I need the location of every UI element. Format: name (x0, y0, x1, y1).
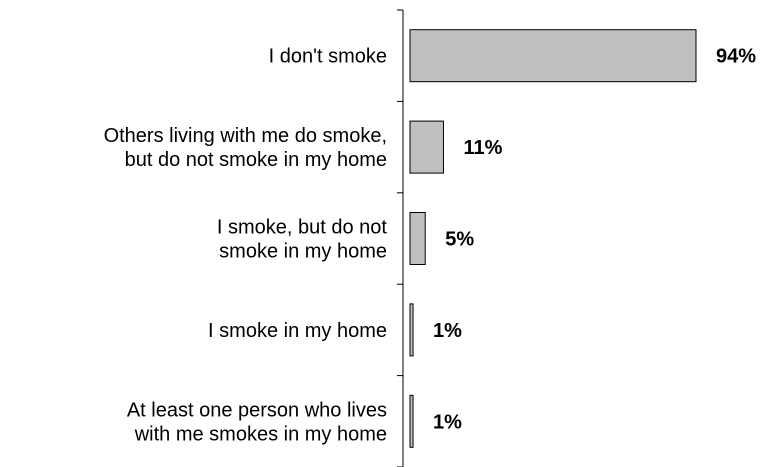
axis-ticks (397, 9, 403, 467)
category-label: I smoke, but do not (217, 217, 388, 239)
value-label: 1% (433, 411, 462, 433)
value-label: 5% (445, 229, 474, 251)
bar (409, 394, 414, 448)
bars (409, 29, 697, 448)
category-label: smoke in my home (219, 241, 387, 263)
category-label: Others living with me do smoke, (104, 125, 387, 147)
bar (409, 212, 426, 265)
category-labels: I don't smoke Others living with me do sm… (104, 46, 388, 446)
value-label: 1% (433, 320, 462, 342)
value-label: 11% (463, 137, 502, 159)
bar (409, 303, 414, 357)
category-label: I don't smoke (269, 46, 387, 68)
category-label: At least one person who lives (127, 399, 387, 421)
category-label: I smoke in my home (208, 320, 387, 342)
bar (409, 120, 444, 174)
category-label: with me smokes in my home (134, 423, 387, 445)
value-label: 94% (716, 46, 756, 68)
value-labels: 94% 11% 5% 1% 1% (433, 46, 756, 434)
category-label: but do not smoke in my home (125, 149, 387, 171)
bar (409, 29, 697, 83)
